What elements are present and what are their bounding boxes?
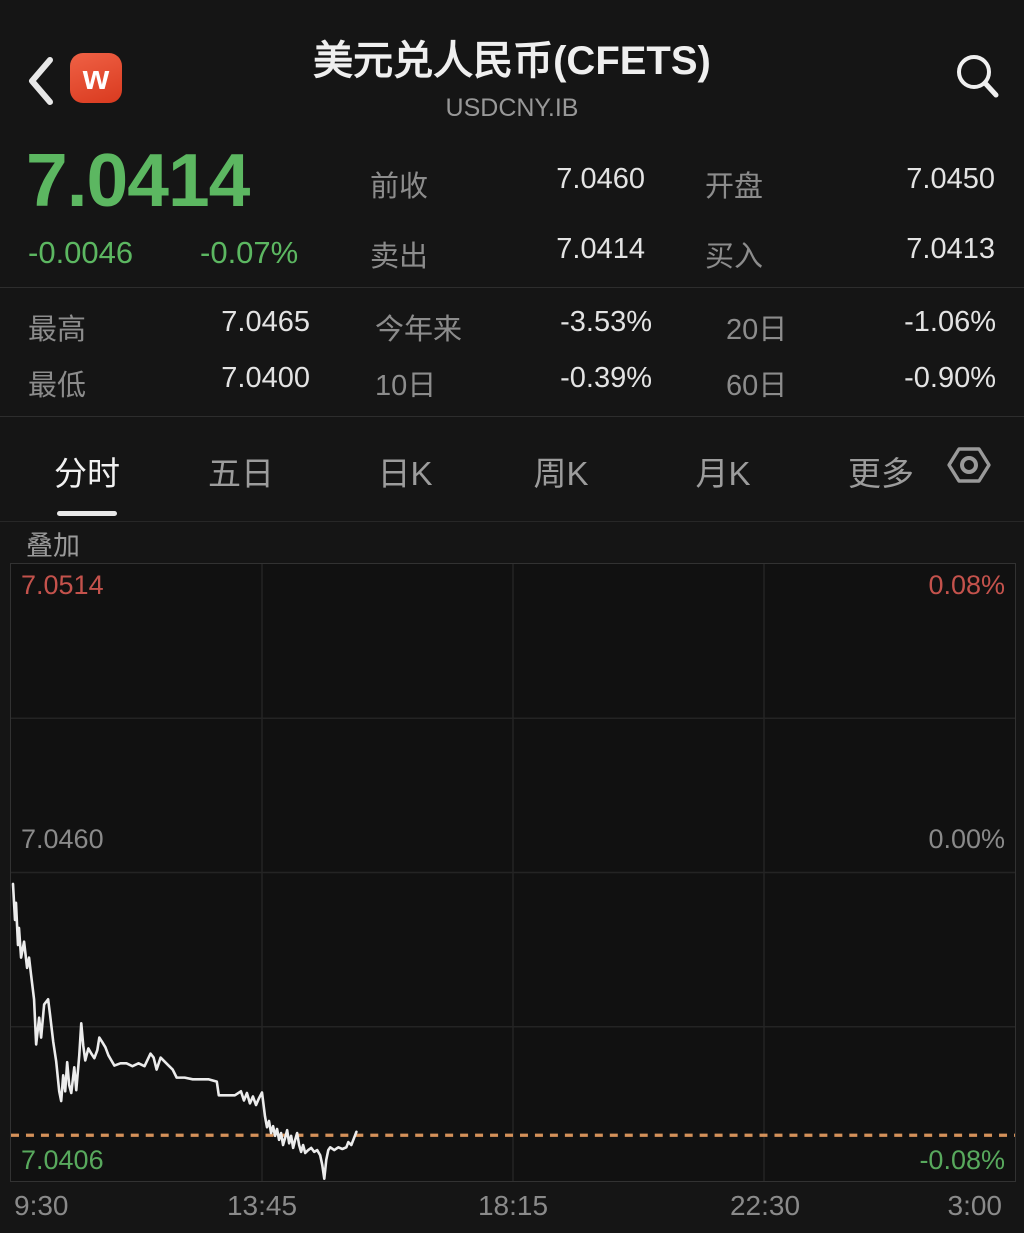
field-value-open: 7.0450	[906, 163, 995, 195]
x-tick-0930: 9:30	[14, 1190, 69, 1221]
y-axis-max-price: 7.0514	[21, 570, 104, 600]
tab-weekly-k[interactable]: 周K	[533, 447, 588, 495]
stat-label-ytd: 今年来	[375, 314, 463, 346]
y-axis-mid-price: 7.0460	[21, 824, 104, 854]
search-button[interactable]	[948, 48, 1006, 106]
last-price: 7.0414	[26, 138, 250, 222]
y-axis-max-percent: 0.08%	[928, 570, 1005, 600]
y-axis-min-price: 7.0406	[21, 1145, 104, 1175]
stat-value-10d: -0.39%	[560, 362, 652, 394]
field-value-ask: 7.0414	[556, 233, 645, 265]
overlay-compare-button[interactable]: 叠加	[26, 524, 80, 563]
page-title: 美元兑人民币(CFETS)	[313, 39, 711, 83]
y-axis-mid-percent: 0.00%	[928, 824, 1005, 854]
stat-value-20d: -1.06%	[904, 306, 996, 338]
stat-value-low: 7.0400	[221, 362, 310, 394]
x-tick-2230: 22:30	[729, 1190, 801, 1221]
field-label-bid: 买入	[705, 241, 764, 273]
stat-label-10d: 10日	[375, 370, 437, 402]
x-tick-1345: 13:45	[226, 1190, 298, 1221]
tab-intraday[interactable]: 分时	[54, 447, 120, 495]
stat-label-low: 最低	[28, 370, 87, 402]
stat-label-60d: 60日	[726, 370, 788, 402]
tab-monthly-k[interactable]: 月K	[695, 447, 750, 495]
tab-more[interactable]: 更多	[848, 447, 914, 495]
stat-value-ytd: -3.53%	[560, 306, 652, 338]
price-chart-svg	[11, 564, 1015, 1181]
logo-letter: w	[82, 59, 110, 97]
tab-daily-k[interactable]: 日K	[377, 447, 432, 495]
field-label-prev-close: 前收	[370, 171, 429, 203]
stat-value-60d: -0.90%	[904, 362, 996, 394]
x-tick-1815: 18:15	[477, 1190, 549, 1221]
tab-5day[interactable]: 五日	[208, 447, 274, 495]
price-change-percent: -0.07%	[200, 235, 299, 270]
wind-app-logo[interactable]: w	[70, 53, 122, 103]
chart-period-tabs: 分时 五日 日K 周K 月K 更多	[0, 417, 1024, 522]
stat-label-high: 最高	[28, 314, 87, 346]
chart-settings-button[interactable]	[945, 441, 993, 489]
active-tab-underline	[57, 511, 117, 516]
field-label-ask: 卖出	[370, 241, 429, 273]
price-polyline	[11, 882, 358, 1181]
instrument-code: USDCNY.IB	[445, 94, 579, 122]
price-change: -0.0046	[28, 235, 134, 270]
chevron-left-icon	[29, 57, 53, 105]
header: w 美元兑人民币(CFETS) USDCNY.IB	[0, 0, 1024, 135]
stat-label-20d: 20日	[726, 314, 788, 346]
stat-value-high: 7.0465	[221, 306, 310, 338]
stats-section: 最高 7.0465 今年来 -3.53% 20日 -1.06% 最低 7.040…	[0, 288, 1024, 417]
field-value-prev-close: 7.0460	[556, 163, 645, 195]
search-icon	[957, 55, 999, 98]
field-value-bid: 7.0413	[906, 233, 995, 265]
intraday-chart-canvas[interactable]: 7.0514 0.08% 7.0460 0.00% 7.0406 -0.08%	[10, 563, 1016, 1182]
x-axis: 9:30 13:45 18:15 22:30 3:00	[10, 1190, 1016, 1230]
quote-section: 7.0414 -0.0046 -0.07% 前收 7.0460 开盘 7.045…	[0, 135, 1024, 288]
settings-hexagon-icon	[947, 447, 991, 483]
y-axis-min-percent: -0.08%	[919, 1145, 1005, 1175]
field-label-open: 开盘	[705, 171, 764, 203]
x-tick-0300: 3:00	[947, 1190, 1003, 1221]
back-button[interactable]	[24, 54, 60, 108]
